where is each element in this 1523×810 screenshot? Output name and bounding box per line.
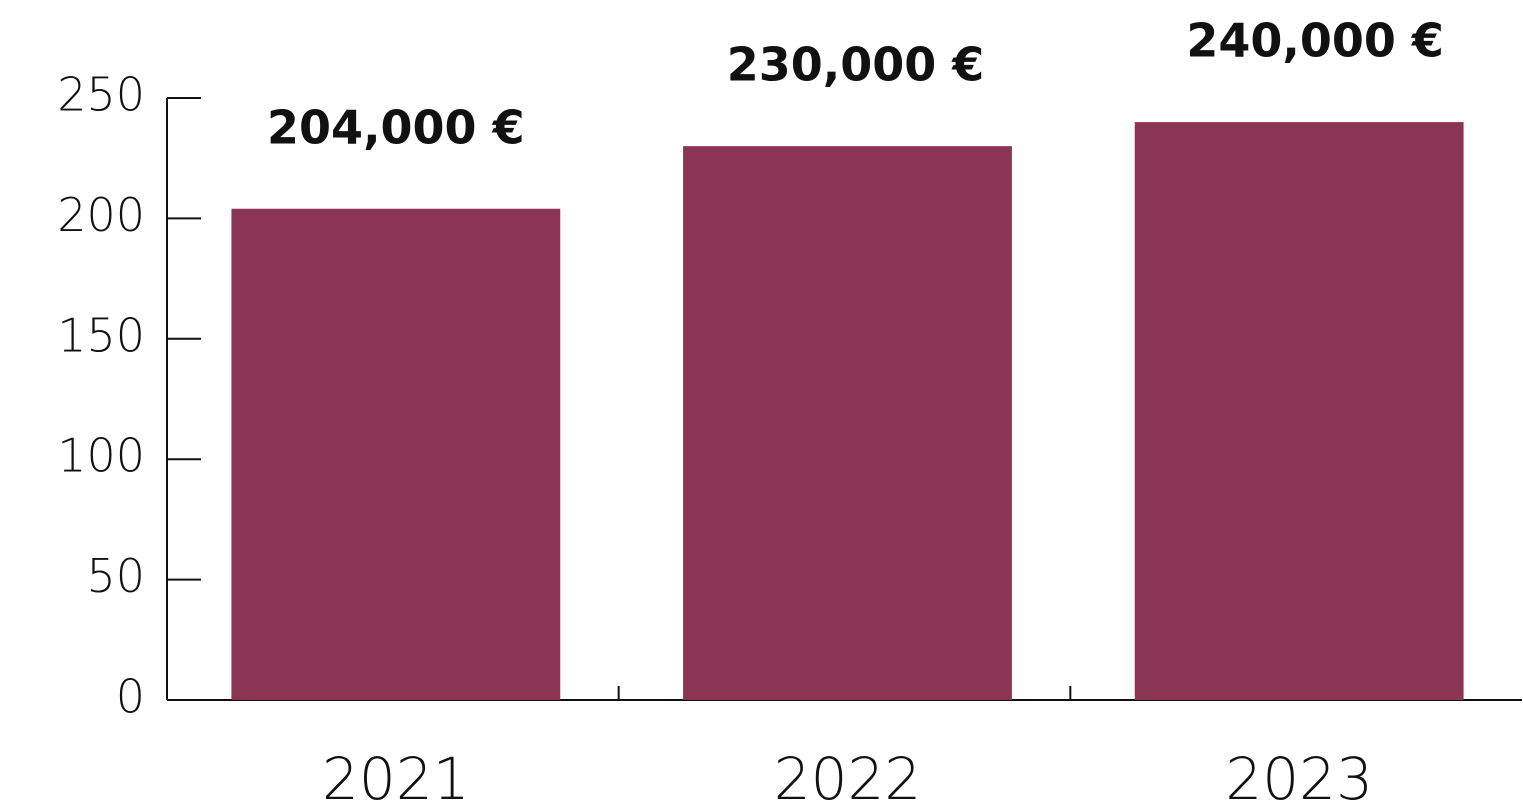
x-tick-label: 2021 <box>322 745 470 810</box>
y-tick-label: 200 <box>57 188 145 242</box>
bar <box>1134 122 1464 700</box>
y-tick-label: 50 <box>86 549 145 603</box>
x-tick-label: 2023 <box>1225 745 1373 810</box>
y-tick-label: 100 <box>57 429 145 483</box>
value-label: 230,000 € <box>727 38 985 92</box>
x-tick-label: 2022 <box>774 745 922 810</box>
value-label: 240,000 € <box>1186 14 1444 68</box>
bar <box>231 208 561 700</box>
value-label: 204,000 € <box>267 100 525 154</box>
y-tick-label: 250 <box>57 68 145 122</box>
bar <box>683 146 1012 700</box>
y-tick-label: 150 <box>57 308 145 362</box>
y-tick-label: 0 <box>116 670 145 724</box>
